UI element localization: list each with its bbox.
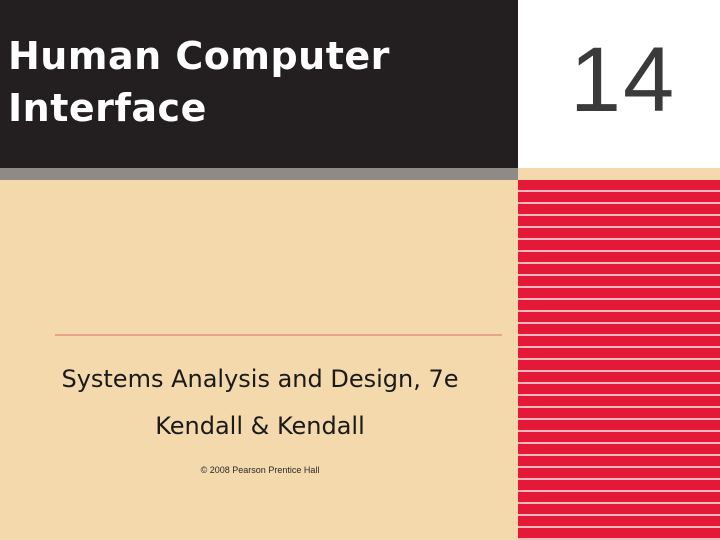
content-area <box>0 180 518 540</box>
title-line-1: Human Computer <box>8 34 390 78</box>
title-banner: Human Computer Interface <box>0 0 518 168</box>
slide-title: Human Computer Interface <box>8 30 390 134</box>
copyright-notice: © 2008 Pearson Prentice Hall <box>200 465 320 475</box>
book-authors: Kendall & Kendall <box>155 412 365 440</box>
book-subtitle: Systems Analysis and Design, 7e <box>61 365 459 393</box>
horizontal-divider <box>55 334 502 336</box>
peach-strip <box>518 168 720 180</box>
chapter-number-box <box>518 0 720 168</box>
title-line-2: Interface <box>8 86 207 130</box>
grey-divider-strip <box>0 168 518 180</box>
red-striped-panel <box>518 180 720 540</box>
chapter-number: 14 <box>569 29 677 131</box>
